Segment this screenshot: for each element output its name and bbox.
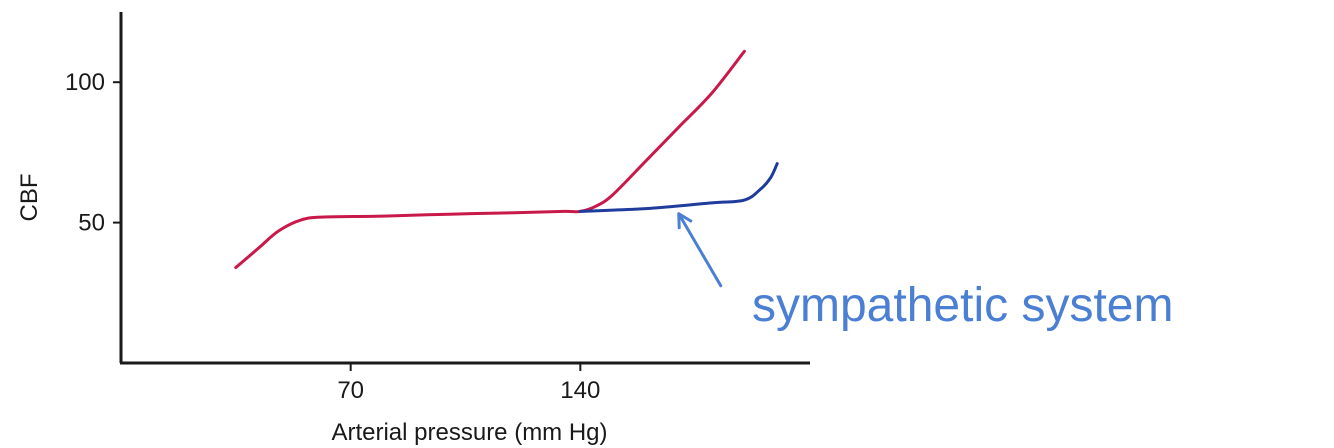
x-axis-label: Arterial pressure (mm Hg) <box>331 419 607 446</box>
annotation-arrow <box>677 212 723 288</box>
normal-curve <box>234 49 746 269</box>
y-tick-label: 100 <box>65 69 105 96</box>
y-tick-label: 50 <box>78 210 105 237</box>
x-tick-label: 70 <box>337 377 364 404</box>
series-group <box>234 49 779 269</box>
x-tick-label: 140 <box>560 377 600 404</box>
annotation-label: sympathetic system <box>752 279 1173 332</box>
y-axis-label: CBF <box>16 174 43 222</box>
ticks: 70 140 50 100 <box>65 69 600 404</box>
annotations: sympathetic system <box>677 212 1173 332</box>
axes <box>119 12 810 365</box>
sympathetic-curve <box>578 162 779 213</box>
